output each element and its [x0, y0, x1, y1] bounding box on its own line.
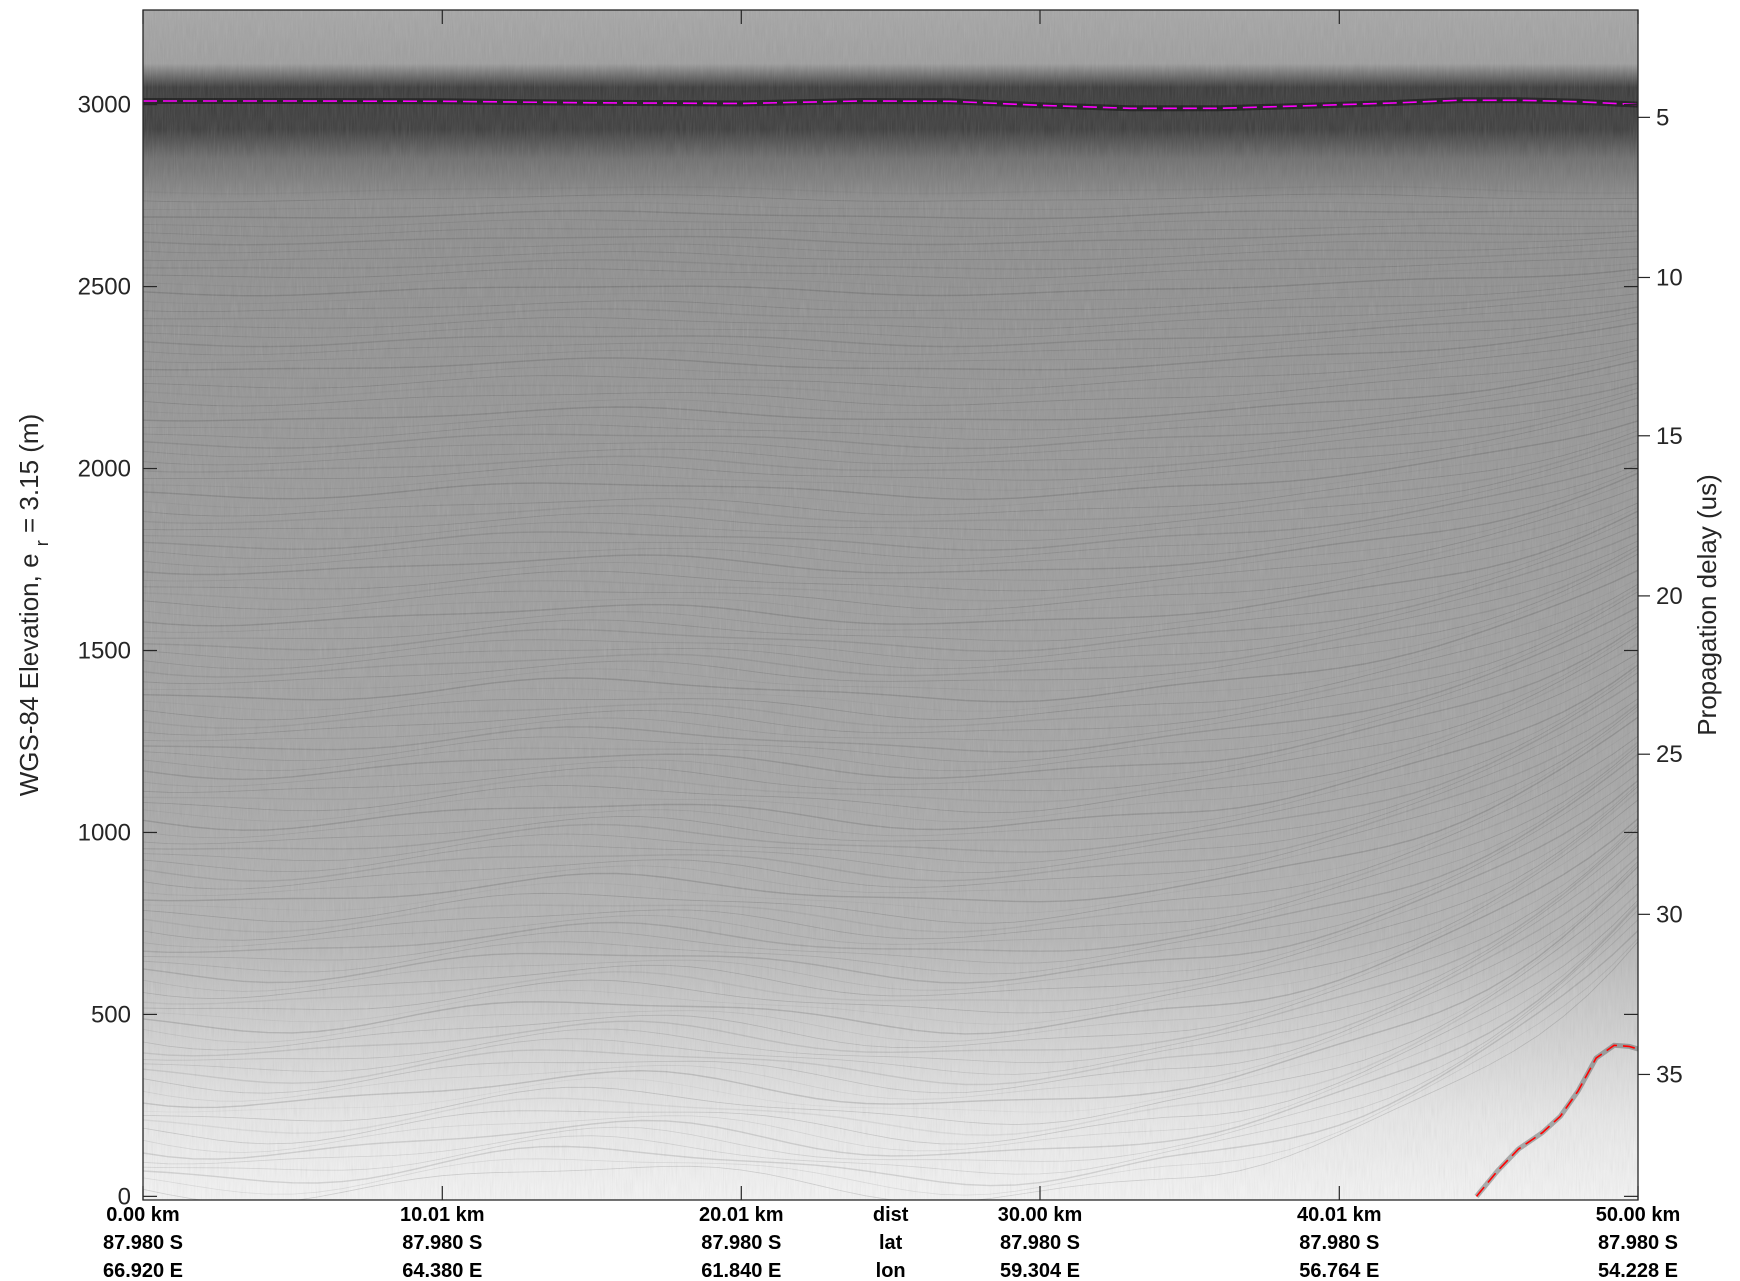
plot-frame	[142, 9, 1639, 1201]
bedrock-line	[1475, 1044, 1638, 1197]
x-tick-dist-5: 50.00 km	[1596, 1204, 1681, 1226]
x-tick-lat-0: 87.980 S	[103, 1232, 183, 1254]
x-row-label-lon: lon	[876, 1260, 906, 1281]
y-axis-title-subscript: r	[32, 540, 52, 546]
y-tick-label-6: 3000	[78, 92, 131, 119]
y-tick-label-3: 1500	[78, 637, 131, 664]
x-tick-lon-5: 54.228 E	[1598, 1260, 1678, 1281]
y2-tick-label-1: 10	[1656, 264, 1683, 291]
x-tick-dist-2: 20.01 km	[699, 1204, 784, 1226]
x-tick-lon-1: 64.380 E	[402, 1260, 482, 1281]
x-tick-dist-0: 0.00 km	[106, 1204, 179, 1226]
y-tick-label-4: 2000	[78, 456, 131, 483]
x-tick-lon-0: 66.920 E	[103, 1260, 183, 1281]
x-tick-lat-2: 87.980 S	[701, 1232, 781, 1254]
y-axis-title-main: WGS-84 Elevation, e	[14, 553, 44, 796]
y-tick-label-2: 1000	[78, 819, 131, 846]
y-tick-label-1: 500	[91, 1001, 131, 1028]
y2-tick-label-4: 25	[1656, 741, 1683, 768]
y-tick-label-5: 2500	[78, 274, 131, 301]
y-axis-title: WGS-84 Elevation, e r = 3.15 (m)	[14, 414, 54, 796]
y2-axis-title: Propagation delay (us)	[1692, 474, 1722, 736]
x-tick-lon-4: 56.764 E	[1299, 1260, 1379, 1281]
y2-tick-label-5: 30	[1656, 901, 1683, 928]
echogram-image	[143, 10, 1638, 1200]
y-axis-left: 0 500 1000 1500 2000 2500 3000	[78, 92, 1638, 1210]
y2-tick-label-6: 35	[1656, 1061, 1683, 1088]
y-axis-title-tail: = 3.15 (m)	[14, 414, 44, 533]
x-tick-lat-1: 87.980 S	[402, 1232, 482, 1254]
x-tick-dist-1: 10.01 km	[400, 1204, 485, 1226]
x-tick-lat-3: 87.980 S	[1000, 1232, 1080, 1254]
x-row-label-dist: dist	[873, 1204, 909, 1226]
x-tick-lat-5: 87.980 S	[1598, 1232, 1678, 1254]
x-tick-lon-3: 59.304 E	[1000, 1260, 1080, 1281]
y2-tick-label-3: 20	[1656, 583, 1683, 610]
y-axis-right: 5 10 15 20 25 30 35	[1638, 104, 1683, 1088]
x-tick-dist-3: 30.00 km	[998, 1204, 1083, 1226]
y2-tick-label-0: 5	[1656, 104, 1669, 131]
x-tick-dist-4: 40.01 km	[1297, 1204, 1382, 1226]
x-tick-lat-4: 87.980 S	[1299, 1232, 1379, 1254]
echogram-noise	[143, 10, 1638, 1200]
y2-tick-label-2: 15	[1656, 423, 1683, 450]
x-row-label-lat: lat	[879, 1232, 903, 1254]
x-axis: 0.00 km 87.980 S 66.920 E 10.01 km 87.980 S 6…	[103, 10, 1680, 1281]
surface-line	[143, 99, 1638, 110]
y-tick-label-0: 0	[118, 1183, 131, 1210]
x-tick-lon-2: 61.840 E	[701, 1260, 781, 1281]
